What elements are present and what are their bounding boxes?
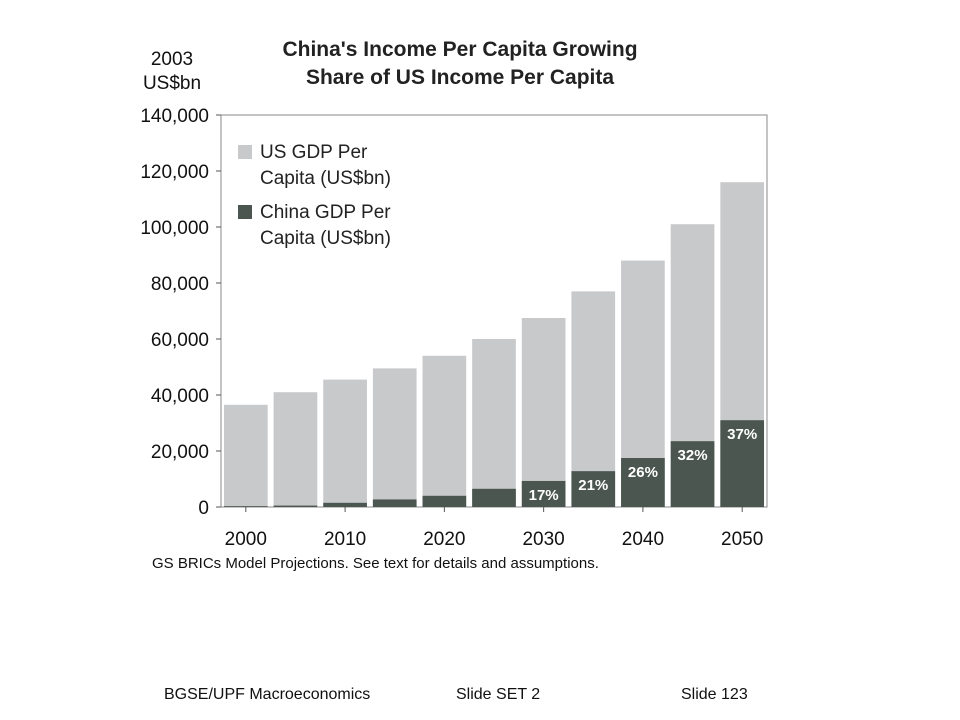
bar-us-2035 [571, 291, 616, 507]
bar-us-2020 [422, 355, 467, 507]
share-label-2045: 32% [678, 447, 708, 464]
bar-us-2000 [223, 404, 268, 507]
legend: US GDP Per Capita (US$bn) China GDP Per Cap… [238, 142, 391, 249]
chart-title: China's Income Per Capita Growing Share o… [282, 38, 637, 89]
x-axis: 2000 2010 2020 2030 2040 2050 [225, 507, 763, 550]
bar-us-2005 [273, 392, 318, 507]
x-tick-label: 2010 [324, 529, 366, 550]
y-tick-label: 80,000 [151, 274, 209, 295]
bar-china-2010 [323, 502, 367, 507]
x-tick-label: 2020 [423, 529, 465, 550]
footer-slide-set: Slide SET 2 [456, 686, 541, 703]
bar-china-2005 [273, 505, 318, 507]
bar-china-2040 [621, 458, 665, 507]
share-label-2040: 26% [628, 464, 658, 481]
bar-us-2015 [372, 368, 417, 507]
bar-china-2020 [422, 495, 467, 507]
footer-slide-number: Slide 123 [681, 686, 748, 703]
x-tick-label: 2040 [622, 529, 664, 550]
y-tick-label: 120,000 [140, 162, 209, 183]
bars [223, 182, 765, 507]
legend-label-china: China GDP Per [260, 202, 391, 223]
y-axis: 140,000 120,000 100,000 80,000 60,000 40,000 2… [140, 106, 221, 519]
share-label-2050: 37% [727, 426, 757, 443]
y-tick-label: 60,000 [151, 330, 209, 351]
footer-course: BGSE/UPF Macroeconomics [164, 686, 371, 703]
share-label-2030: 17% [529, 487, 559, 504]
bar-china-2015 [372, 499, 417, 507]
legend-swatch-us [238, 145, 252, 159]
x-tick-label: 2050 [721, 529, 763, 550]
y-tick-label: 0 [198, 498, 209, 519]
x-tick-label: 2000 [225, 529, 267, 550]
y-axis-label: 2003 US$bn [143, 49, 201, 94]
bar-china-2045 [670, 441, 715, 507]
y-tick-label: 140,000 [140, 106, 209, 127]
bar-us-2010 [323, 379, 367, 507]
bar-china-2000 [223, 506, 268, 507]
share-label-2035: 21% [578, 477, 608, 494]
legend-label-china: Capita (US$bn) [260, 228, 391, 249]
legend-label-us: US GDP Per [260, 142, 368, 163]
bar-china-2025 [472, 488, 516, 507]
y-tick-label: 20,000 [151, 442, 209, 463]
share-annotations: 17% 21% 26% 32% 37% [529, 426, 758, 504]
y-tick-label: 100,000 [140, 218, 209, 239]
y-axis-label-line-1: 2003 [151, 49, 193, 70]
legend-swatch-china [238, 205, 252, 219]
bar-us-2025 [472, 339, 516, 507]
bar-us-2030 [521, 318, 566, 507]
x-tick-label: 2030 [522, 529, 564, 550]
chart-title-line-1: China's Income Per Capita Growing [282, 38, 637, 61]
bar-china-2035 [571, 471, 616, 507]
legend-label-us: Capita (US$bn) [260, 168, 391, 189]
y-tick-label: 40,000 [151, 386, 209, 407]
bar-china-2030 [521, 480, 566, 507]
chart-title-line-2: Share of US Income Per Capita [306, 66, 614, 89]
bar-china-2050 [720, 420, 765, 507]
source-note: GS BRICs Model Projections. See text for… [152, 555, 599, 572]
y-axis-label-line-2: US$bn [143, 73, 201, 94]
